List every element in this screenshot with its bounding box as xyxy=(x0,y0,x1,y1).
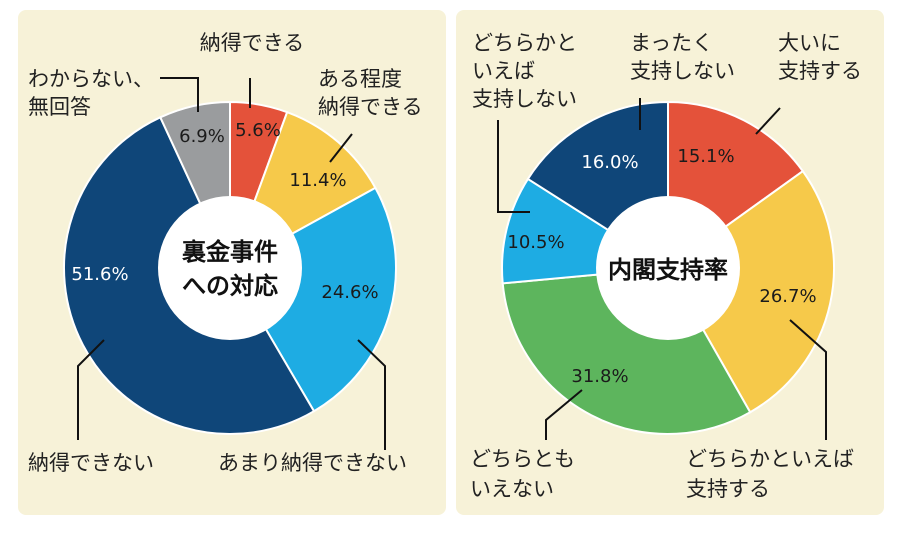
left-label-4b: 無回答 xyxy=(28,95,91,119)
right-label-1a: どちらかといえば xyxy=(686,447,854,471)
left-label-2: あまり納得できない xyxy=(218,451,407,475)
leader-right-3 xyxy=(497,120,530,213)
left-pct-4: 6.9% xyxy=(179,126,225,147)
leader-right-2 xyxy=(545,389,583,440)
leader-right-1 xyxy=(789,319,827,440)
right-pie-slice-1 xyxy=(666,169,835,414)
left-pct-3: 51.6% xyxy=(71,264,128,285)
right-donut-hole xyxy=(596,196,740,340)
right-label-4b: 支持しない xyxy=(630,59,735,83)
leader-left-1 xyxy=(329,133,353,163)
right-pct-3: 10.5% xyxy=(507,232,564,253)
right-label-2a: どちらとも xyxy=(470,447,575,471)
right-label-1b: 支持する xyxy=(686,477,770,501)
leader-left-3 xyxy=(77,339,105,440)
left-donut-hole xyxy=(158,196,302,340)
left-pct-2: 24.6% xyxy=(321,282,378,303)
right-label-2b: いえない xyxy=(470,477,554,501)
left-label-4a: わからない、 xyxy=(28,67,154,91)
right-label-3c: 支持しない xyxy=(472,87,577,111)
right-pct-1: 26.7% xyxy=(759,286,816,307)
right-center-label: 内閣支持率 xyxy=(608,256,728,284)
leader-left-4 xyxy=(160,77,199,112)
right-label-3b: いえば xyxy=(472,59,535,83)
right-pct-4: 16.0% xyxy=(581,152,638,173)
right-pct-0: 15.1% xyxy=(677,146,734,167)
left-center-label-line2: への対応 xyxy=(182,272,278,300)
right-label-0a: 大いに xyxy=(778,31,841,55)
left-label-1a: ある程度 xyxy=(318,67,402,91)
left-label-0: 納得できる xyxy=(200,31,305,55)
left-pct-1: 11.4% xyxy=(289,170,346,191)
leader-right-0 xyxy=(755,107,781,135)
left-label-1b: 納得できる xyxy=(318,95,423,119)
right-label-3a: どちらかと xyxy=(472,31,577,55)
right-label-4a: まったく xyxy=(630,31,713,55)
left-pct-0: 5.6% xyxy=(235,120,281,141)
right-pct-2: 31.8% xyxy=(571,366,628,387)
left-label-3: 納得できない xyxy=(28,451,154,475)
leader-left-2 xyxy=(357,339,386,450)
right-label-0b: 支持する xyxy=(778,59,862,83)
left-pie-slice-2 xyxy=(228,186,397,413)
left-center-label-line1: 裏金事件 xyxy=(181,238,278,266)
